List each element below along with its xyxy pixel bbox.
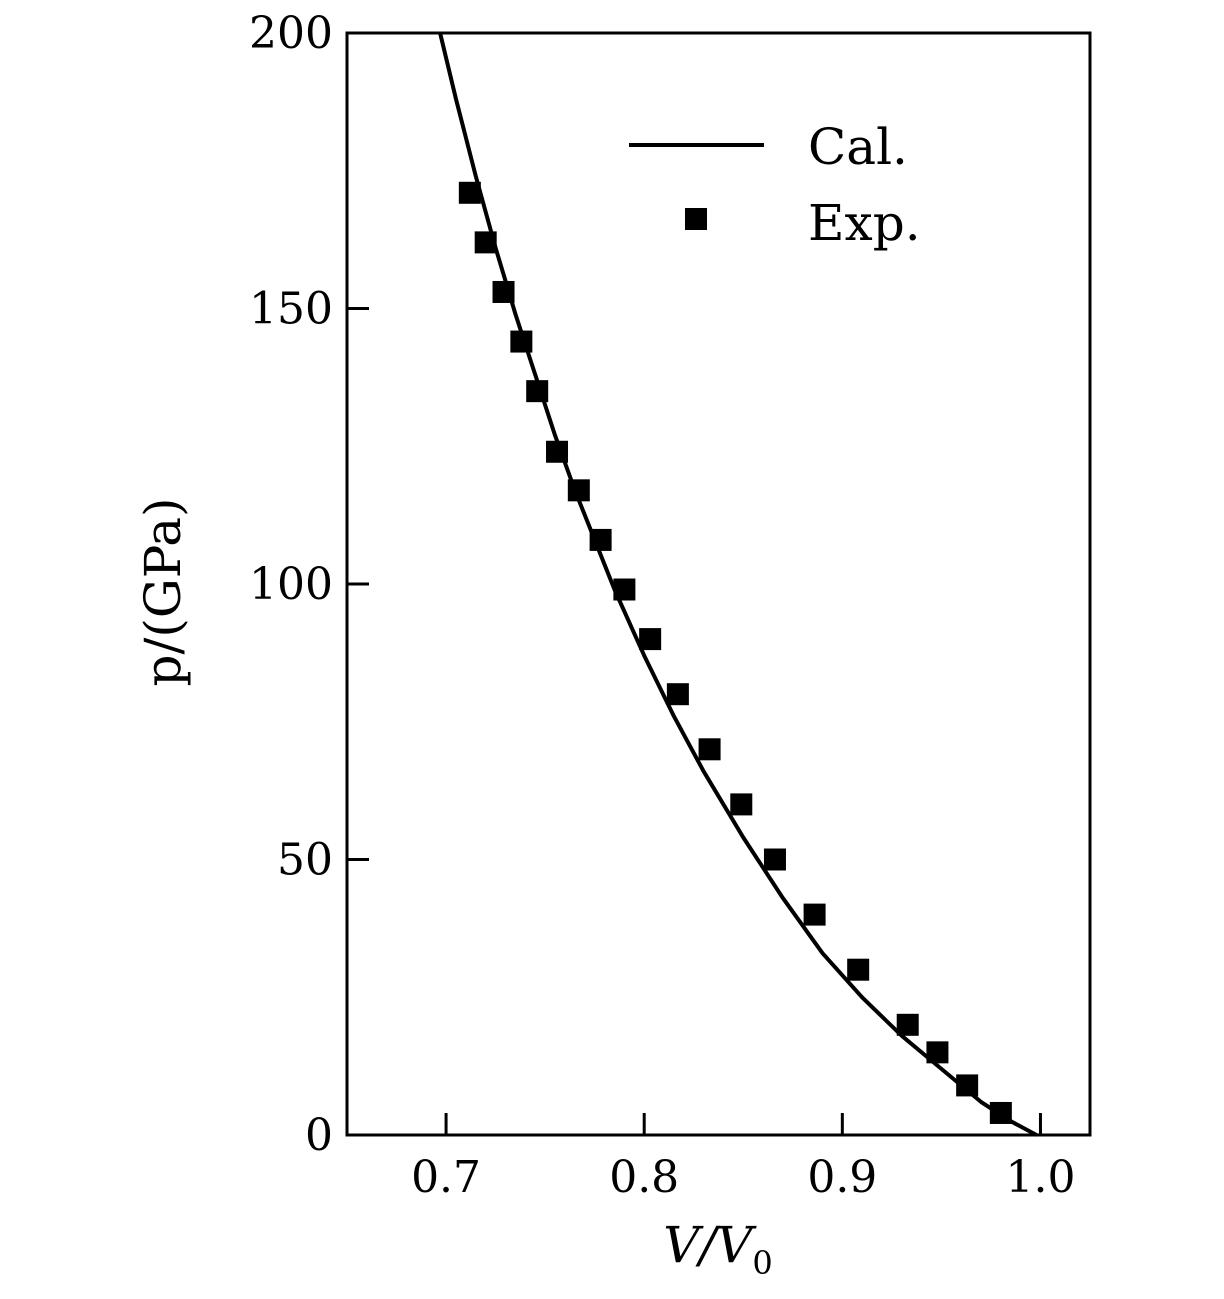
data-point-exp xyxy=(730,793,753,816)
y-tick-label: 100 xyxy=(249,559,333,610)
data-point-exp xyxy=(803,903,826,926)
y-tick-label: 200 xyxy=(249,8,333,59)
legend-label-cal: Cal. xyxy=(808,118,908,176)
x-axis-label-subscript: 0 xyxy=(752,1244,772,1282)
series-layer xyxy=(438,32,1038,1137)
data-point-exp xyxy=(847,958,870,981)
y-axis-label: p/(GPa) xyxy=(134,497,192,686)
data-point-exp xyxy=(613,578,636,601)
data-point-exp xyxy=(546,440,569,463)
x-axis-label-main: V/V xyxy=(663,1216,757,1274)
data-point-exp xyxy=(639,628,662,651)
legend-marker-swatch xyxy=(685,208,707,230)
y-tick-label: 150 xyxy=(249,284,333,335)
data-point-exp xyxy=(698,738,721,761)
data-point-exp xyxy=(896,1013,919,1036)
data-point-exp xyxy=(526,380,549,403)
y-tick-label: 0 xyxy=(305,1110,333,1161)
x-tick-label: 0.8 xyxy=(609,1152,679,1203)
data-point-exp xyxy=(989,1101,1012,1124)
plot-frame xyxy=(345,31,1092,1137)
data-point-exp xyxy=(926,1041,949,1064)
data-point-exp xyxy=(956,1074,979,1097)
data-point-exp xyxy=(666,683,689,706)
x-tick-label: 0.9 xyxy=(807,1152,877,1203)
y-axis: 0 50 100 150 200 xyxy=(249,8,369,1161)
data-point-exp xyxy=(567,479,590,502)
x-tick-label: 1.0 xyxy=(1005,1152,1075,1203)
x-axis: 0.7 0.8 0.9 1.0 xyxy=(411,1113,1075,1203)
data-point-exp xyxy=(492,280,515,303)
legend: Cal. Exp. xyxy=(629,118,921,252)
y-tick-label: 50 xyxy=(277,835,333,886)
legend-label-exp: Exp. xyxy=(808,194,921,252)
data-point-exp xyxy=(474,231,497,254)
data-point-exp xyxy=(763,848,786,871)
data-point-exp xyxy=(510,330,533,353)
series-line-cal xyxy=(438,32,1038,1137)
data-point-exp xyxy=(458,181,481,204)
x-axis-label: V/V0 xyxy=(663,1216,772,1282)
data-point-exp xyxy=(589,528,612,551)
plot-area-border xyxy=(345,31,1092,1137)
x-tick-label: 0.7 xyxy=(411,1152,481,1203)
